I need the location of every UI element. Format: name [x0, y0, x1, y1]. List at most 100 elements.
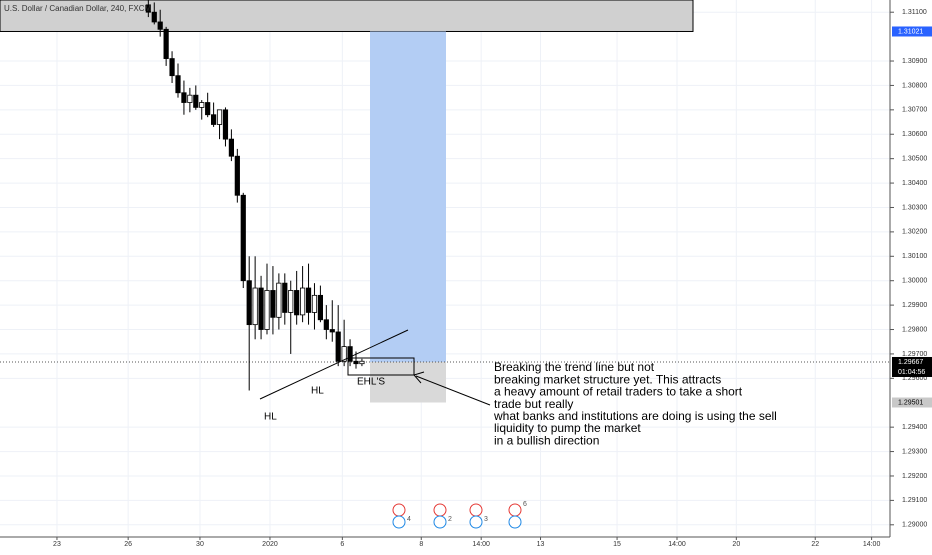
- candle-down: [353, 360, 359, 365]
- candle-down: [193, 94, 199, 108]
- event-icon: [508, 503, 522, 517]
- candle-down: [323, 319, 329, 330]
- annotation-line: what banks and institutions are doing is…: [493, 409, 777, 423]
- y-tick-label: 1.29300: [902, 448, 927, 455]
- annotation-line: trade but really: [494, 397, 573, 411]
- x-tick-label: 23: [53, 541, 61, 548]
- x-tick-label: 26: [124, 541, 132, 548]
- candle-up: [311, 294, 318, 313]
- target-zone: [370, 31, 446, 362]
- candle-up: [264, 290, 270, 330]
- candle-up: [199, 102, 205, 108]
- stop-zone: [370, 361, 446, 403]
- candle-down: [270, 290, 276, 318]
- arrow-head: [413, 371, 425, 384]
- candle-down: [222, 109, 229, 140]
- x-tick-label: 8: [419, 541, 423, 548]
- candle-down: [157, 21, 163, 30]
- label: HL: [311, 386, 324, 397]
- candle-down: [246, 280, 252, 326]
- x-tick-label: 14:00: [668, 541, 686, 548]
- y-tick-label: 1.29800: [902, 326, 927, 333]
- candle-up: [341, 346, 347, 362]
- annotation-line: Breaking the trend line but not: [494, 360, 655, 374]
- event-icon: [433, 503, 447, 517]
- event-icon: [469, 503, 483, 517]
- x-tick-label: 22: [811, 541, 819, 548]
- ehl-box: [347, 357, 415, 376]
- y-tick-label: 1.29700: [902, 351, 927, 358]
- annotation-line: liquidity to pump the market: [494, 421, 641, 435]
- annotation-line: a heavy amount of retail traders to take…: [494, 385, 743, 399]
- countdown-bg: [892, 366, 932, 377]
- y-tick-label: 1.30900: [902, 58, 927, 65]
- zone-top: [0, 0, 694, 32]
- candle-down: [282, 282, 288, 313]
- candle-down: [258, 287, 264, 330]
- events: 4 2 3 6: [392, 501, 527, 529]
- x-tick-label: 30: [196, 541, 204, 548]
- candle-up: [187, 94, 193, 103]
- candle-down: [175, 75, 181, 94]
- y-tick-label: 1.30600: [902, 131, 927, 138]
- candle-down: [240, 194, 246, 282]
- y-tick-label: 1.30100: [902, 253, 927, 260]
- event-icon: [392, 503, 406, 517]
- y-tick-label: 1.29000: [902, 522, 927, 529]
- price-tag: [892, 26, 932, 37]
- y-tick-label: 1.30000: [902, 278, 927, 285]
- x-tick-label: 2020: [262, 541, 278, 548]
- arrow-line: [415, 375, 491, 406]
- candle-up: [216, 109, 223, 125]
- trend-line: [259, 329, 409, 400]
- candle-down: [228, 138, 234, 157]
- drawings: [0, 0, 890, 403]
- candle-up: [288, 290, 294, 313]
- x-tick-label: 13: [537, 541, 545, 548]
- x-tick-label: 14:00: [863, 541, 881, 548]
- x-tick-label: 6: [340, 541, 344, 548]
- candle-down: [347, 346, 353, 362]
- candle-down: [329, 329, 335, 333]
- y-tick-label: 1.30800: [902, 82, 927, 89]
- y-tick-label: 1.30300: [902, 204, 927, 211]
- candle-up: [299, 287, 306, 316]
- candle-down: [205, 102, 211, 116]
- event-icon: [508, 515, 522, 529]
- y-tick-label: 1.30700: [902, 107, 927, 114]
- event-count: 3: [484, 516, 488, 523]
- countdown: 01:04:56: [898, 369, 925, 376]
- candle-down: [181, 92, 187, 103]
- y-tick-label: 1.29600: [902, 375, 927, 382]
- axes: 1.29000 1.29100 1.29200 1.29300 1.29400 1.296…: [53, 9, 932, 548]
- y-tick-label: 1.29900: [902, 302, 927, 309]
- candles: [145, 0, 365, 391]
- price-tag-label: 1.29667: [898, 359, 923, 366]
- annotation-line: in a bullish direction: [494, 433, 599, 447]
- y-tick-label: 1.30500: [902, 156, 927, 163]
- y-tick-label: 1.30200: [902, 229, 927, 236]
- price-tag-label: 1.31021: [898, 28, 923, 35]
- candle-up: [252, 287, 258, 326]
- price-tag: [892, 397, 932, 408]
- price-axis-bg: [890, 0, 932, 550]
- candle-down: [234, 155, 240, 196]
- price-tag: [892, 356, 932, 367]
- candle-down: [305, 287, 312, 313]
- candle-down: [317, 294, 324, 321]
- chart-title: U.S. Dollar / Canadian Dollar, 240, FXCM: [4, 4, 152, 13]
- event-icon: [469, 515, 483, 529]
- x-tick-label: 20: [732, 541, 740, 548]
- y-tick-label: 1.29400: [902, 424, 927, 431]
- y-tick-label: 1.29100: [902, 497, 927, 504]
- annotation-line: breaking market structure yet. This attr…: [494, 372, 721, 386]
- y-tick-label: 1.30400: [902, 180, 927, 187]
- candle-up: [276, 282, 282, 318]
- y-tick-label: 1.29200: [902, 473, 927, 480]
- x-tick-label: 14:00: [472, 541, 490, 548]
- event-count: 6: [523, 501, 527, 508]
- candle-up: [359, 360, 365, 365]
- candle-down: [151, 11, 157, 23]
